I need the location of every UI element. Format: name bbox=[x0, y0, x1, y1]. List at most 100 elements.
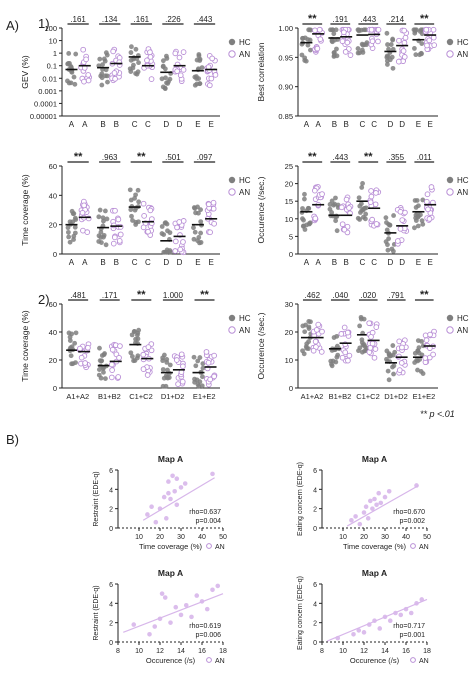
an-data-point bbox=[396, 37, 402, 44]
data-point bbox=[153, 519, 159, 525]
hc-data-point bbox=[385, 247, 391, 253]
y-axis-label: Occurence (/sec.) bbox=[256, 312, 266, 379]
x-tick-label: D1+D2 bbox=[161, 392, 185, 401]
x-tick-label: 30 bbox=[177, 534, 185, 541]
hc-data-point bbox=[164, 356, 170, 362]
y-axis-label: Best correlation bbox=[256, 42, 266, 101]
hc-data-point bbox=[103, 67, 109, 73]
y-axis-label: Time coverage (%) bbox=[20, 310, 30, 382]
hc-data-point bbox=[96, 372, 102, 378]
hc-data-point bbox=[67, 61, 72, 66]
an-data-point bbox=[345, 357, 351, 364]
hc-data-point bbox=[163, 373, 169, 379]
hc-data-point bbox=[359, 337, 365, 343]
x-tick-label: 14 bbox=[177, 648, 185, 655]
chart-b2: Map A 0 2 4 6 10 20 30 40 50 Time coverage (%) Eati… bbox=[297, 454, 431, 551]
legend-an-label: AN bbox=[419, 544, 429, 551]
data-point bbox=[174, 502, 180, 508]
hc-data-point bbox=[136, 60, 141, 66]
x-tick-label: A1+A2 bbox=[66, 392, 89, 401]
an-data-point bbox=[140, 224, 147, 231]
hc-data-point bbox=[384, 30, 390, 36]
hc-data-point bbox=[391, 371, 396, 377]
an-data-point bbox=[402, 34, 409, 41]
an-data-point bbox=[207, 376, 213, 383]
an-data-point bbox=[145, 228, 151, 235]
hc-data-point bbox=[128, 50, 134, 55]
hc-data-point bbox=[415, 367, 420, 373]
hc-data-point bbox=[163, 75, 168, 81]
an-data-point bbox=[346, 352, 353, 359]
hc-data-point bbox=[305, 42, 311, 48]
hc-data-point bbox=[331, 31, 337, 37]
hc-data-point bbox=[198, 240, 204, 245]
legend-hc-label: HC bbox=[457, 314, 469, 323]
hc-data-point bbox=[385, 42, 390, 47]
hc-data-point bbox=[304, 341, 310, 347]
y-tick-label: 0 bbox=[313, 640, 317, 647]
y-tick-label: 15 bbox=[285, 197, 293, 206]
x-tick-label: A bbox=[315, 120, 321, 129]
hc-data-point bbox=[194, 81, 200, 87]
y-tick-label: 0.90 bbox=[278, 83, 293, 92]
an-data-point bbox=[177, 246, 184, 253]
x-tick-label: A bbox=[304, 258, 310, 267]
y-axis-label: Occurence (/sec.) bbox=[256, 176, 266, 243]
hc-data-point bbox=[388, 353, 394, 359]
legend-an-label: AN bbox=[215, 658, 225, 665]
x-tick-label: D bbox=[163, 120, 169, 129]
y-tick-label: 4 bbox=[313, 601, 317, 608]
data-point bbox=[166, 479, 171, 484]
hc-data-point bbox=[357, 323, 363, 329]
chart-title: Map A bbox=[158, 568, 183, 578]
an-data-point bbox=[338, 204, 345, 211]
significance-label: ** bbox=[308, 151, 317, 163]
x-tick-label: 20 bbox=[156, 534, 164, 541]
hc-data-point bbox=[167, 362, 173, 368]
hc-data-point bbox=[103, 242, 109, 248]
y-tick-label: 0 bbox=[53, 384, 57, 393]
an-data-point bbox=[341, 29, 347, 36]
y-tick-label: 100 bbox=[44, 24, 57, 33]
data-point bbox=[357, 521, 363, 527]
an-data-point bbox=[341, 226, 348, 233]
significance-label: .134 bbox=[102, 15, 118, 24]
an-data-point bbox=[426, 37, 433, 44]
y-tick-label: 0.1 bbox=[47, 62, 57, 71]
panel-a-label: A) bbox=[6, 18, 19, 33]
an-data-point bbox=[172, 248, 179, 254]
hc-data-point bbox=[388, 42, 394, 47]
an-data-point bbox=[372, 346, 379, 352]
hc-data-point bbox=[136, 199, 142, 205]
an-data-point bbox=[338, 331, 345, 337]
hc-data-point bbox=[196, 52, 202, 57]
chart-title: Map A bbox=[362, 568, 387, 578]
x-tick-label: 12 bbox=[156, 648, 164, 655]
x-tick-label: 50 bbox=[219, 534, 227, 541]
y-tick-label: 6 bbox=[109, 468, 113, 475]
hc-data-point bbox=[163, 383, 169, 389]
hc-data-point bbox=[357, 345, 363, 351]
y-tick-label: 10 bbox=[49, 37, 57, 46]
hc-data-point bbox=[191, 236, 197, 242]
chart-occ1: 0 5 10 15 20 25 Occurence (/sec.) A A ** B B .443 C C *… bbox=[256, 151, 469, 267]
hc-data-point bbox=[100, 62, 105, 68]
hc-data-point bbox=[72, 340, 78, 346]
x-tick-label: C bbox=[145, 258, 151, 267]
hc-data-point bbox=[192, 229, 198, 235]
an-data-point bbox=[427, 331, 433, 338]
an-data-point bbox=[371, 354, 378, 361]
data-point bbox=[356, 628, 362, 633]
data-point bbox=[382, 614, 388, 620]
hc-data-point bbox=[164, 56, 170, 61]
legend-hc-marker bbox=[228, 176, 236, 184]
an-data-point bbox=[108, 361, 115, 368]
significance-label: ** bbox=[420, 13, 429, 25]
y-tick-label: 60 bbox=[49, 162, 57, 171]
an-data-point bbox=[212, 72, 219, 78]
an-data-point bbox=[77, 345, 83, 352]
an-data-point bbox=[397, 225, 404, 232]
significance-label: .443 bbox=[360, 15, 376, 24]
hc-data-point bbox=[160, 84, 166, 90]
hc-data-point bbox=[65, 229, 71, 235]
